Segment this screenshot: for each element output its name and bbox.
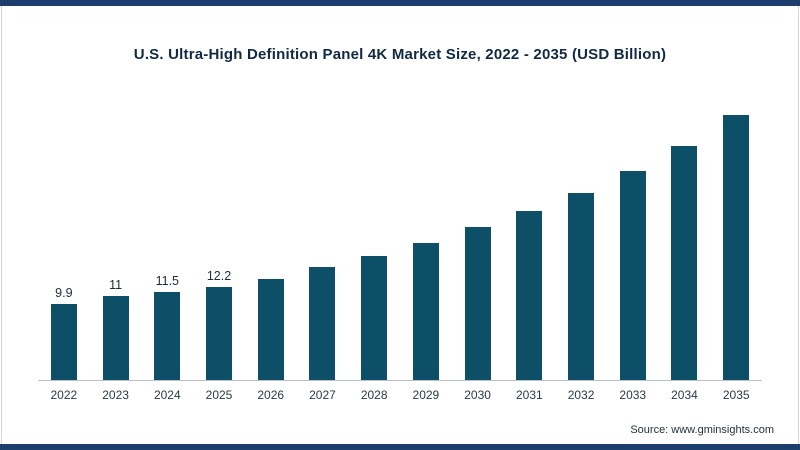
plot-area: 9.9 11 11.5 12.2	[38, 90, 762, 381]
top-accent-strip	[0, 0, 800, 6]
bar-column	[503, 90, 555, 380]
bar-2028	[361, 256, 388, 380]
bar-column	[348, 90, 400, 380]
bar-column	[607, 90, 659, 380]
bar-2026	[257, 278, 284, 380]
bar-column	[710, 90, 762, 380]
x-tick-label: 2024	[153, 388, 181, 402]
x-tick-label: 2025	[205, 388, 233, 402]
bar-value-label: 11.5	[155, 274, 179, 289]
x-tick-label: 2023	[102, 388, 129, 402]
bar-2024	[154, 292, 181, 380]
x-tick-label: 2030	[464, 388, 491, 402]
x-tick-label: 2029	[412, 388, 440, 402]
bar-2032	[568, 193, 595, 380]
bar-value-label: 12.2	[206, 268, 232, 283]
bar-column	[555, 90, 607, 380]
bar-value-label: 11	[109, 278, 123, 293]
bar-column	[297, 90, 349, 380]
bar-2022	[50, 304, 77, 380]
bar-column: 9.9	[38, 90, 90, 380]
x-tick-label: 2026	[257, 388, 285, 402]
x-tick-label: 2034	[671, 388, 698, 402]
bar-column	[659, 90, 711, 380]
bottom-accent-strip	[0, 444, 800, 450]
x-tick-label: 2031	[515, 388, 543, 402]
bar-2033	[619, 170, 646, 380]
bar-column	[400, 90, 452, 380]
bar-column: 11	[90, 90, 142, 380]
bar-2023	[102, 296, 129, 380]
source-text: Source: www.gminsights.com	[630, 424, 774, 436]
x-axis-labels: 2022 2023 2024 2025 2026 2027 2028 2029 2030 2031…	[38, 388, 762, 402]
bar-2035	[723, 115, 750, 380]
chart-border	[1, 5, 799, 445]
bar-2034	[671, 145, 698, 380]
bar-column	[245, 90, 297, 380]
x-tick-label: 2028	[360, 388, 388, 402]
bar-2025	[206, 286, 233, 380]
x-tick-label: 2035	[722, 388, 750, 402]
bar-2031	[516, 210, 543, 380]
bar-column: 11.5	[141, 90, 193, 380]
bar-column	[452, 90, 504, 380]
bar-2030	[464, 227, 491, 380]
bar-2027	[309, 267, 336, 380]
chart-title: U.S. Ultra-High Definition Panel 4K Mark…	[133, 46, 667, 63]
bar-value-label: 9.9	[55, 286, 73, 301]
x-tick-label: 2027	[309, 388, 336, 402]
bar-column: 12.2	[193, 90, 245, 380]
x-tick-label: 2032	[567, 388, 595, 402]
x-tick-label: 2022	[50, 388, 78, 402]
bar-2029	[412, 242, 439, 380]
x-tick-label: 2033	[619, 388, 647, 402]
